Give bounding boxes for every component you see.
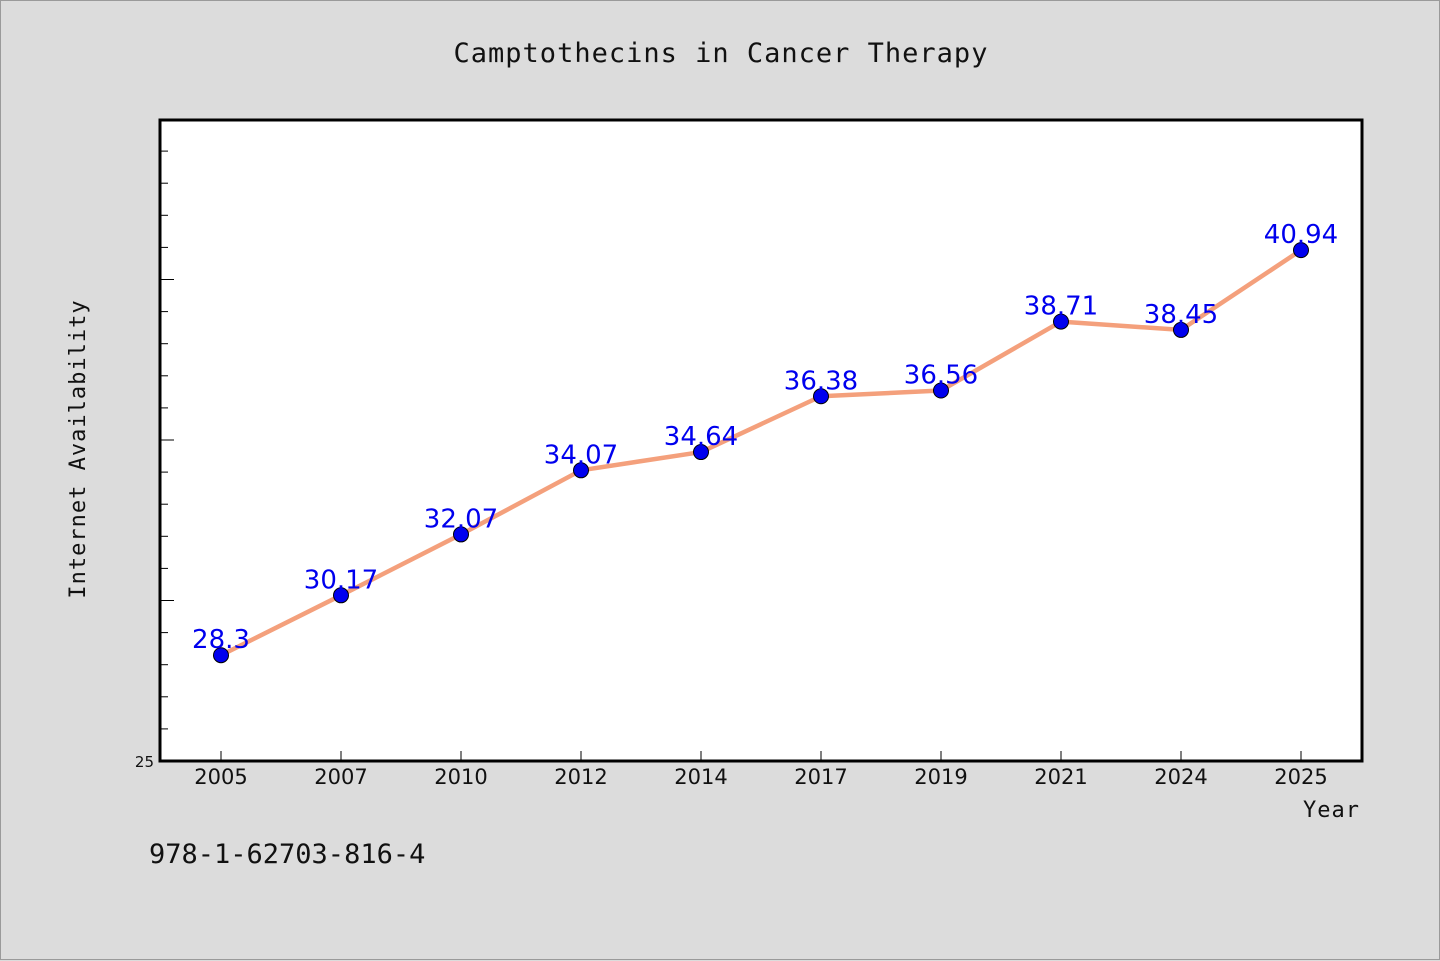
data-label: 34.64	[664, 422, 738, 452]
y-axis-ticks: 25	[135, 150, 174, 771]
data-point	[453, 526, 469, 543]
data-point	[213, 647, 229, 664]
data-point	[813, 388, 829, 405]
data-label: 30.17	[304, 565, 378, 595]
series-internet-availability: 28.3 30.17 32.07 34.07 34.64 36.38 36.56 38.71 3…	[192, 220, 1338, 664]
data-point	[693, 444, 709, 461]
x-tick-label: 2024	[1154, 765, 1207, 789]
data-point	[573, 462, 589, 479]
x-tick-label: 2010	[434, 765, 487, 789]
x-tick-label: 2012	[554, 765, 607, 789]
x-tick-label: 2019	[914, 765, 967, 789]
x-tick-label: 2021	[1034, 765, 1087, 789]
series-line	[218, 247, 1304, 658]
data-label: 28.3	[192, 625, 250, 655]
isbn-text: 978-1-62703-816-4	[149, 839, 425, 870]
x-tick-label: 2017	[794, 765, 847, 789]
x-tick-label: 2014	[674, 765, 727, 789]
x-tick-label: 2005	[194, 765, 247, 789]
data-point	[1293, 242, 1309, 259]
y-tick-label: 25	[135, 753, 154, 771]
plot-area	[158, 118, 1364, 763]
data-label: 32.07	[424, 504, 498, 534]
data-label: 36.56	[904, 361, 978, 391]
data-label: 38.45	[1144, 300, 1218, 330]
data-point	[333, 587, 349, 604]
x-tick-label: 2025	[1274, 765, 1327, 789]
x-axis-label: Year	[1303, 798, 1360, 823]
chart-title: Camptothecins in Cancer Therapy	[454, 38, 989, 69]
x-axis-ticks: 2005 2007 2010 2012 2014 2017 2019 2021 2024 2025	[194, 751, 1328, 789]
y-axis-label: Internet Availability	[66, 299, 91, 598]
data-point	[1053, 313, 1069, 330]
data-label: 34.07	[544, 440, 618, 470]
data-label: 38.71	[1024, 292, 1098, 322]
data-point	[1173, 321, 1189, 338]
data-point	[933, 382, 949, 399]
x-tick-label: 2007	[314, 765, 367, 789]
data-label: 40.94	[1264, 220, 1338, 250]
data-label: 36.38	[784, 366, 858, 396]
